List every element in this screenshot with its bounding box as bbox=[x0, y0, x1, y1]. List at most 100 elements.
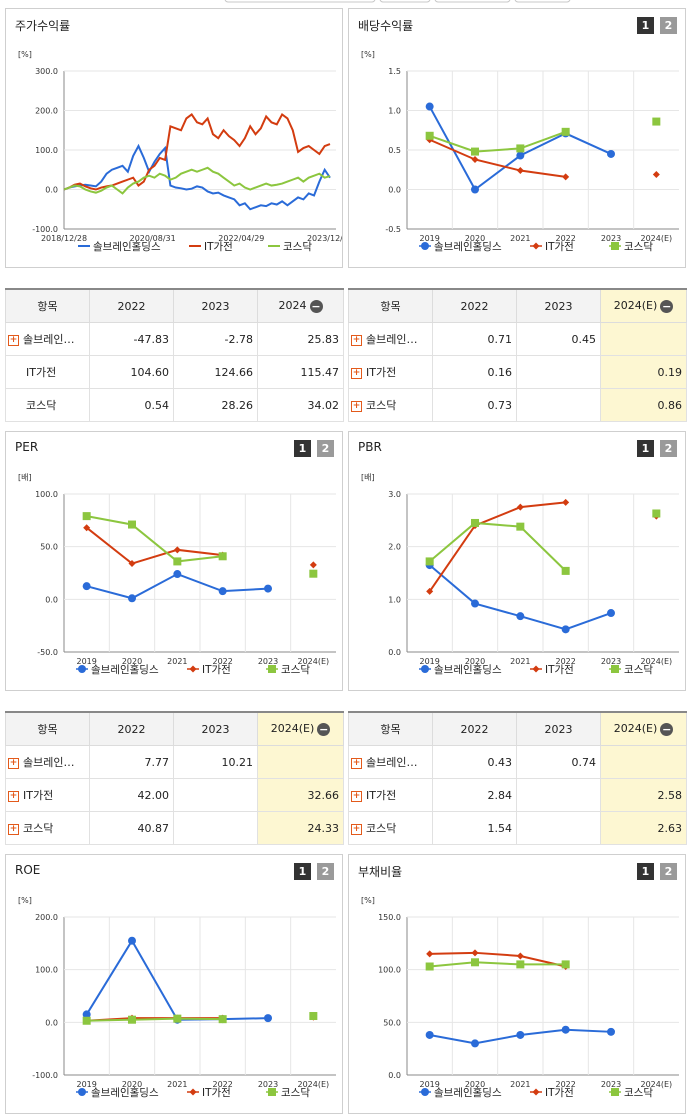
y-unit-label: [배] bbox=[361, 473, 375, 482]
series-line-2 bbox=[429, 951, 566, 968]
x-tick-label: 2024(E) bbox=[298, 1080, 330, 1089]
data-point bbox=[264, 1014, 272, 1023]
expand-plus-icon[interactable]: + bbox=[351, 400, 362, 412]
chart-button-1[interactable]: 1 bbox=[637, 863, 654, 880]
expand-plus-icon[interactable]: + bbox=[351, 790, 362, 802]
table-row: + 코스닥 40.87 24.33 bbox=[5, 811, 344, 845]
table-header-year: 2024(E) − bbox=[257, 711, 344, 746]
row-label: + 솔브레인… bbox=[348, 745, 433, 779]
table-header-year: 2023 bbox=[173, 288, 258, 323]
pbr-chart: [배] 3.0 2.0 1.0 0.0 2019 2020 2021 2022 2023 2024(… bbox=[361, 473, 679, 676]
legend-entry: IT가전 bbox=[204, 241, 233, 253]
x-tick-label: 2019 bbox=[419, 1080, 439, 1089]
legend-entry: 코스닥 bbox=[624, 1087, 653, 1099]
data-point bbox=[561, 566, 570, 575]
y-tick-label: 0.0 bbox=[388, 648, 401, 657]
y-unit-label: [%] bbox=[361, 50, 375, 59]
table-row: 코스닥 0.54 28.26 34.02 bbox=[5, 388, 344, 422]
collapse-minus-icon[interactable]: − bbox=[309, 299, 323, 313]
expand-plus-icon[interactable]: + bbox=[351, 757, 362, 769]
data-point bbox=[264, 584, 272, 593]
table-cell bbox=[516, 388, 601, 422]
chart-button-2[interactable]: 2 bbox=[317, 440, 334, 457]
table-header-year: 2024(E) − bbox=[600, 288, 687, 323]
row-label: 코스닥 bbox=[5, 388, 90, 422]
data-point bbox=[516, 960, 525, 969]
legend-marker bbox=[611, 665, 619, 673]
table-row: + 솔브레인… 0.71 0.45 bbox=[348, 322, 687, 356]
table-cell bbox=[173, 778, 258, 812]
expand-plus-icon[interactable]: + bbox=[8, 790, 19, 802]
x-tick-label: 2022/04/29 bbox=[218, 234, 264, 243]
legend-marker bbox=[532, 242, 540, 250]
chart-button-2[interactable]: 2 bbox=[660, 863, 677, 880]
series-line-3 bbox=[429, 521, 567, 572]
legend-entry: IT가전 bbox=[545, 1087, 574, 1099]
series-line-1 bbox=[85, 938, 269, 1021]
chart-button-1[interactable]: 1 bbox=[637, 17, 654, 34]
row-label: + 코스닥 bbox=[348, 388, 433, 422]
expand-plus-icon[interactable]: + bbox=[351, 823, 362, 835]
row-label: + 솔브레인… bbox=[348, 322, 433, 356]
collapse-minus-icon[interactable]: − bbox=[660, 722, 674, 736]
data-point bbox=[471, 185, 479, 194]
table-cell: 40.87 bbox=[89, 811, 174, 845]
expand-plus-icon[interactable]: + bbox=[8, 823, 19, 835]
legend-entry: 코스닥 bbox=[281, 1087, 310, 1099]
table-cell: 7.77 bbox=[89, 745, 174, 779]
y-unit-label: [배] bbox=[18, 473, 32, 482]
collapse-minus-icon[interactable]: − bbox=[660, 299, 674, 313]
data-point bbox=[173, 1014, 182, 1023]
collapse-minus-icon[interactable]: − bbox=[317, 722, 331, 736]
expand-plus-icon[interactable]: + bbox=[351, 334, 362, 346]
legend-entry: 코스닥 bbox=[281, 664, 310, 676]
series-line-3 bbox=[86, 1017, 223, 1022]
chart-button-2[interactable]: 2 bbox=[660, 17, 677, 34]
chart-button-2[interactable]: 2 bbox=[660, 440, 677, 457]
chart-title: PER bbox=[15, 440, 39, 454]
expand-plus-icon[interactable]: + bbox=[8, 757, 19, 769]
table-header-year: 2023 bbox=[516, 711, 601, 746]
chart-button-1[interactable]: 1 bbox=[294, 440, 311, 457]
data-point bbox=[471, 599, 479, 608]
y-tick-label: 0.0 bbox=[45, 1018, 58, 1027]
debt-ratio-chart: [%]150.0 100.0 50.0 0.0 2019 2020 2021 2022 2023… bbox=[361, 896, 679, 1099]
expand-plus-icon[interactable]: + bbox=[8, 334, 19, 346]
data-point bbox=[218, 552, 227, 561]
table-cell: 42.00 bbox=[89, 778, 174, 812]
table-cell: 28.26 bbox=[173, 388, 258, 422]
y-tick-label: 50.0 bbox=[40, 543, 58, 552]
data-point bbox=[652, 117, 661, 126]
legend-marker bbox=[78, 1088, 86, 1096]
data-point bbox=[128, 936, 136, 945]
y-tick-label: 100.0 bbox=[35, 490, 58, 499]
table-header-year: 2024− bbox=[257, 288, 344, 323]
data-point bbox=[425, 1030, 434, 1039]
chart-button-1[interactable]: 1 bbox=[637, 440, 654, 457]
y-tick-label: 300.0 bbox=[35, 67, 58, 76]
series-line-3 bbox=[63, 166, 331, 195]
chart-button-2[interactable]: 2 bbox=[317, 863, 334, 880]
chart-title: 부채비율 bbox=[358, 865, 403, 879]
legend-marker bbox=[532, 1088, 540, 1096]
roe-chart: [%]200.0 100.0 0.0 -100.0 2019 2020 2021 2022 20… bbox=[18, 896, 336, 1099]
y-unit-label: [%] bbox=[18, 50, 32, 59]
legend-entry: IT가전 bbox=[545, 664, 574, 676]
y-tick-label: 150.0 bbox=[378, 913, 401, 922]
expand-plus-icon[interactable]: + bbox=[351, 367, 362, 379]
x-tick-label: 2020 bbox=[465, 657, 485, 666]
y-tick-label: 0.0 bbox=[388, 186, 401, 195]
data-point bbox=[218, 1015, 227, 1024]
x-tick-label: 2022 bbox=[212, 657, 232, 666]
data-point bbox=[426, 950, 434, 958]
legend-entry: IT가전 bbox=[202, 664, 231, 676]
y-tick-label: 200.0 bbox=[35, 913, 58, 922]
table-header-year: 2022 bbox=[432, 711, 517, 746]
y-tick-label: 0.5 bbox=[388, 146, 401, 155]
table-cell: 0.43 bbox=[432, 745, 517, 779]
chart-button-1[interactable]: 1 bbox=[294, 863, 311, 880]
data-point bbox=[426, 587, 434, 595]
data-point bbox=[516, 522, 525, 531]
legend-marker bbox=[611, 242, 619, 250]
